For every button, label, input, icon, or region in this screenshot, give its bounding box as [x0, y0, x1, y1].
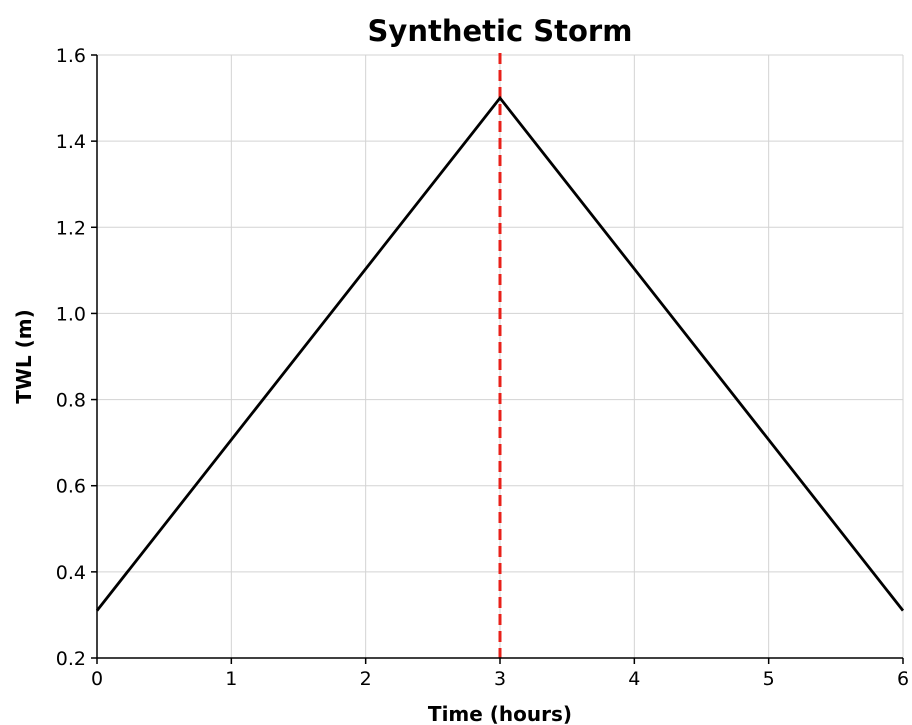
x-tick-label: 1	[225, 668, 237, 690]
series-line	[95, 95, 905, 612]
x-tick-label: 0	[91, 668, 103, 690]
y-tick-label: 1.0	[56, 303, 86, 325]
y-tick-label: 0.2	[56, 648, 86, 670]
y-tick-label: 1.6	[56, 45, 86, 67]
x-axis-label: Time (hours)	[428, 702, 572, 725]
x-tick-label: 6	[897, 668, 909, 690]
x-tick-label: 3	[494, 668, 506, 690]
x-tick-label: 4	[628, 668, 640, 690]
y-axis-label: TWL (m)	[12, 309, 36, 404]
y-tick-label: 1.4	[56, 131, 86, 153]
ticks: 0 1 2 3 4 5 6 0.2 0.4 0.6 0.8 1.0 1.2 1.4 1.6	[56, 45, 909, 690]
y-tick-label: 0.6	[56, 476, 86, 498]
series-layer	[95, 53, 905, 658]
y-tick-label: 0.8	[56, 390, 86, 412]
chart-title: Synthetic Storm	[368, 14, 633, 48]
x-tick-label: 2	[360, 668, 372, 690]
y-tick-label: 1.2	[56, 217, 86, 239]
x-tick-label: 5	[763, 668, 775, 690]
y-tick-label: 0.4	[56, 562, 86, 584]
